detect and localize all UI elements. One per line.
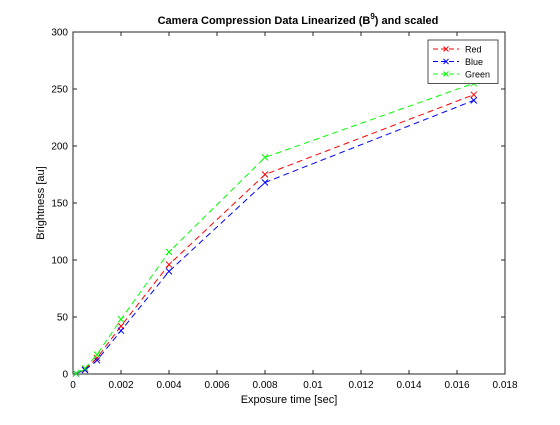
y-tick-label: 50: [57, 313, 69, 324]
x-tick-label: 0: [70, 380, 76, 391]
data-point-green: [117, 315, 125, 323]
data-point-marker: [81, 364, 89, 372]
y-tick-label: 0: [62, 370, 68, 381]
legend-entry-blue: Blue: [433, 57, 483, 67]
x-tick-label: 0.004: [156, 380, 181, 391]
x-tick-label: 0.016: [444, 380, 469, 391]
chart-title: Camera Compression Data Linearized (B9) …: [158, 12, 439, 27]
data-point-green: [261, 154, 269, 161]
legend-box: [427, 39, 499, 84]
data-point-marker: [117, 327, 125, 335]
x-tick-label: 0.002: [108, 380, 133, 391]
data-point-marker: [261, 171, 269, 178]
x-tick-label: 0.014: [396, 380, 421, 391]
legend: Red Blue Green: [427, 39, 499, 84]
series-layer: [72, 79, 478, 377]
data-point-marker: [165, 261, 173, 268]
x-axis-label: Exposure time [sec]: [241, 394, 338, 406]
data-point-marker: [470, 91, 478, 99]
data-point-blue: [165, 268, 173, 275]
data-point-marker: [261, 179, 269, 186]
data-point-red: [261, 171, 269, 178]
data-point-marker: [93, 351, 101, 358]
data-point-green: [93, 351, 101, 358]
data-point-green: [165, 248, 173, 256]
legend-label: Blue: [465, 57, 483, 67]
x-tick-label: 0.008: [252, 380, 277, 391]
data-point-marker: [261, 154, 269, 161]
data-point-marker: [165, 248, 173, 256]
data-point-blue: [93, 356, 101, 364]
legend-entry-red: Red: [433, 44, 482, 54]
data-point-red: [470, 91, 478, 99]
y-tick-label: 300: [51, 28, 68, 39]
legend-marker: [443, 71, 449, 77]
x-tick-label: 0.018: [492, 380, 517, 391]
data-point-marker: [165, 268, 173, 275]
data-point-marker: [93, 356, 101, 364]
y-tick-label: 250: [51, 85, 68, 96]
data-point-green: [72, 370, 80, 377]
y-tick-label: 200: [51, 142, 68, 153]
y-tick-label: 100: [51, 256, 68, 267]
data-point-marker: [470, 97, 478, 104]
data-point-blue: [470, 97, 478, 104]
legend-marker: [443, 46, 449, 52]
data-point-marker: [117, 315, 125, 323]
data-point-blue: [117, 327, 125, 335]
x-tick-label: 0.006: [204, 380, 229, 391]
legend-marker: [443, 58, 449, 65]
legend-label: Red: [465, 44, 482, 54]
x-tick-label: 0.012: [348, 380, 373, 391]
legend-label: Green: [465, 69, 490, 79]
y-axis-label: Brightness [au]: [35, 166, 47, 239]
x-tick-label: 0.01: [303, 380, 323, 391]
data-point-marker: [81, 366, 89, 374]
data-point-blue: [261, 179, 269, 186]
chart-title-superscript: 9: [370, 12, 375, 21]
data-point-marker: [72, 370, 80, 377]
plot-area: 0 0.002 0.004 0.006 0.008 0.01 0.012 0.014 0.016…: [51, 28, 518, 392]
data-point-green: [81, 364, 89, 372]
plot-frame: [72, 31, 506, 375]
data-point-blue: [81, 366, 89, 374]
y-tick-label: 150: [51, 199, 68, 210]
chart-title-suffix: ) and scaled: [375, 15, 439, 27]
chart-title-prefix: Camera Compression Data Linearized (B: [158, 15, 371, 27]
data-point-red: [165, 261, 173, 268]
legend-entry-green: Green: [433, 69, 490, 79]
